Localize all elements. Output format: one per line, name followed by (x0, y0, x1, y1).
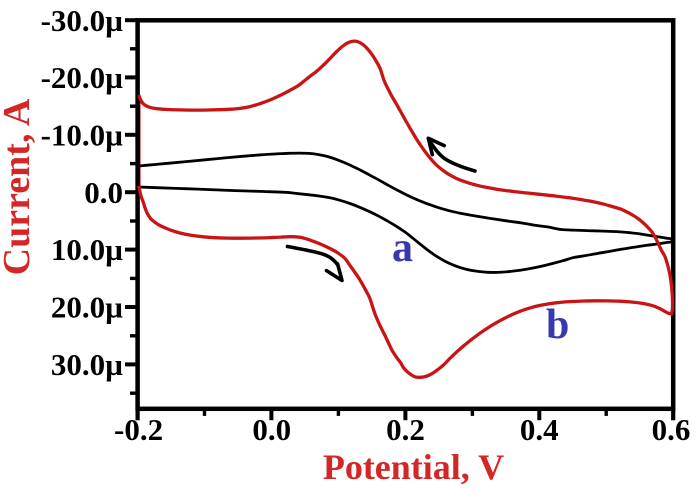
svg-text:0.2: 0.2 (386, 412, 425, 447)
svg-text:-20.0µ: -20.0µ (41, 60, 124, 95)
svg-text:0.0: 0.0 (252, 412, 291, 447)
svg-text:20.0µ: 20.0µ (51, 290, 123, 325)
svg-text:-0.2: -0.2 (114, 412, 163, 447)
svg-text:0.6: 0.6 (652, 412, 691, 447)
svg-text:0.0: 0.0 (84, 175, 123, 210)
svg-text:10.0µ: 10.0µ (51, 232, 123, 267)
svg-text:Potential, V: Potential, V (323, 447, 504, 487)
svg-text:a: a (392, 225, 413, 271)
svg-text:-30.0µ: -30.0µ (41, 3, 124, 38)
svg-text:0.4: 0.4 (520, 412, 559, 447)
svg-text:Current, A: Current, A (0, 98, 38, 275)
svg-text:-10.0µ: -10.0µ (41, 117, 124, 152)
svg-text:b: b (546, 302, 569, 348)
svg-text:30.0µ: 30.0µ (51, 347, 123, 382)
